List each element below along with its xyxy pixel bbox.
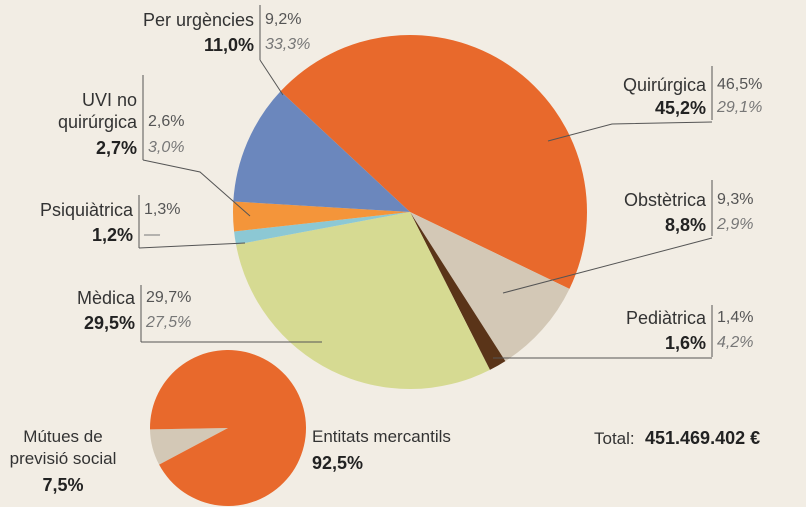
tertiary-value: 4,2% <box>717 334 754 351</box>
slice-label: Obstètrica <box>623 190 706 210</box>
slice-label: Per urgències <box>142 10 254 30</box>
tertiary-value: 27,5% <box>146 314 192 331</box>
slice-value: 1,2% <box>91 225 133 245</box>
pie-slice <box>233 91 410 212</box>
tertiary-value: 2,9% <box>717 216 754 233</box>
tertiary-value: — <box>144 226 160 243</box>
pie-slice <box>150 350 306 507</box>
pie-slice <box>236 212 490 389</box>
pie-slice <box>410 212 506 370</box>
slice-label: Mútues de previsió social <box>9 427 117 468</box>
tertiary-value: 29,1% <box>717 99 763 116</box>
secondary-value: 2,6% <box>148 113 185 130</box>
leader-line <box>547 121 713 142</box>
pie-slice <box>280 34 588 289</box>
tertiary-value: 3,0% <box>148 139 185 156</box>
slice-value: 45,2% <box>654 98 706 118</box>
pie-slice <box>410 212 570 362</box>
slice-value: 29,5% <box>83 313 135 333</box>
secondary-value: 46,5% <box>717 76 763 93</box>
pie-slice <box>150 428 228 465</box>
secondary-value: 9,2% <box>265 11 302 28</box>
secondary-value: 1,4% <box>717 309 754 326</box>
slice-value: 2,7% <box>95 138 137 158</box>
slice-value: 92,5% <box>312 453 364 473</box>
secondary-value: 1,3% <box>144 201 181 218</box>
slice-label: Quirúrgica <box>622 75 706 95</box>
leader-line <box>138 242 246 249</box>
slice-label: Mèdica <box>76 288 135 308</box>
tertiary-value: 33,3% <box>265 36 311 53</box>
total-label: Total: <box>594 429 635 448</box>
slice-value: 1,6% <box>664 333 706 353</box>
pie-slice <box>233 201 410 232</box>
slice-value: 7,5% <box>42 475 84 495</box>
leader-line <box>502 237 713 294</box>
secondary-value: 29,7% <box>146 289 192 306</box>
leader-line <box>142 159 251 217</box>
slice-label: Entitats mercantils <box>312 427 451 446</box>
slice-label: Psiquiàtrica <box>39 200 133 220</box>
secondary-value: 9,3% <box>717 191 754 208</box>
slice-label: Pediàtrica <box>625 308 706 328</box>
slice-label: UVI no quirúrgica <box>57 90 137 132</box>
leader-line <box>259 59 284 96</box>
pie-slice <box>234 212 410 245</box>
slice-value: 8,8% <box>664 215 706 235</box>
slice-value: 11,0% <box>203 35 254 55</box>
total-value: 451.469.402 € <box>645 428 761 448</box>
